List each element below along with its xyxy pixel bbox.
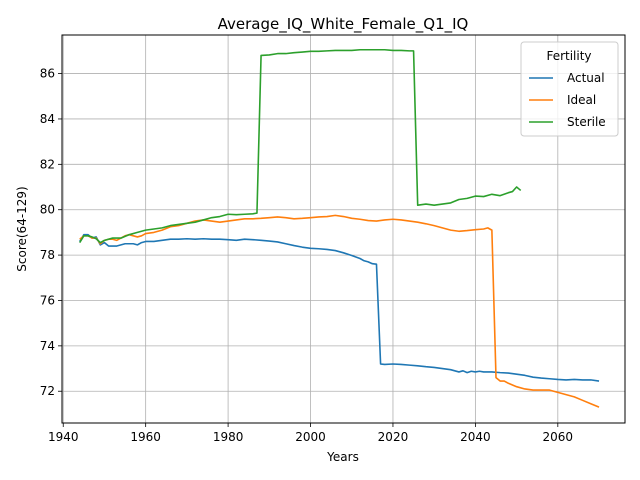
legend-label-actual: Actual (567, 71, 605, 85)
y-tick-label: 78 (40, 248, 55, 262)
legend-label-sterile: Sterile (567, 115, 606, 129)
x-axis-label: Years (326, 450, 359, 464)
y-tick-label: 76 (40, 293, 55, 307)
x-tick-label: 2040 (460, 430, 491, 444)
x-tick-label: 1960 (130, 430, 161, 444)
y-tick-label: 82 (40, 157, 55, 171)
x-tick-label: 1940 (48, 430, 79, 444)
x-tick-label: 2060 (543, 430, 574, 444)
x-tick-label: 2000 (295, 430, 326, 444)
legend-title: Fertility (546, 49, 591, 63)
y-tick-label: 84 (40, 112, 55, 126)
y-tick-label: 80 (40, 203, 55, 217)
chart-title: Average_IQ_White_Female_Q1_IQ (218, 15, 469, 34)
y-axis-label: Score(64-129) (15, 186, 29, 271)
legend-label-ideal: Ideal (567, 93, 596, 107)
y-tick-label: 74 (40, 339, 55, 353)
y-tick-label: 86 (40, 67, 55, 81)
x-tick-label: 2020 (378, 430, 409, 444)
legend: Fertility Actual Ideal Sterile (521, 42, 618, 136)
x-tick-label: 1980 (213, 430, 244, 444)
y-tick-label: 72 (40, 384, 55, 398)
